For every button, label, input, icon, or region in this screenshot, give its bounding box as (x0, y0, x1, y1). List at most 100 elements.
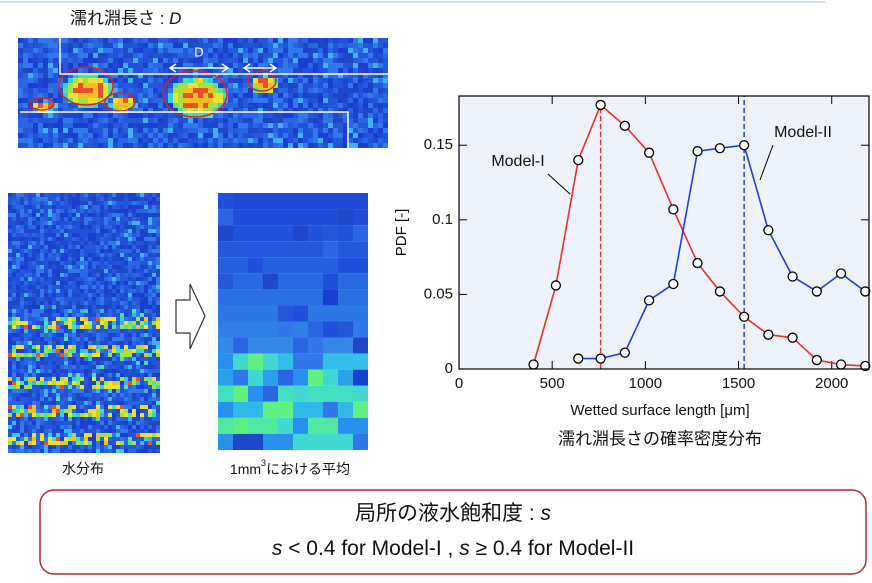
pixel (73, 78, 78, 83)
pixel (116, 317, 120, 321)
pixel (16, 325, 20, 329)
pixel (153, 93, 158, 98)
point (788, 333, 797, 342)
pixel (12, 349, 16, 353)
pixel (178, 43, 183, 48)
pixel (198, 133, 203, 138)
pixel (144, 221, 148, 225)
pixel (278, 48, 283, 53)
pixel (108, 277, 112, 281)
pixel (68, 449, 72, 453)
pixel (60, 349, 64, 353)
pixel (40, 313, 44, 317)
point (574, 354, 583, 363)
pixel (308, 83, 313, 88)
pixel (68, 257, 72, 261)
pixel (153, 53, 158, 58)
pixel (92, 381, 96, 385)
pixel (148, 321, 152, 325)
pixel (128, 285, 132, 289)
pixel (373, 128, 378, 133)
cell (218, 354, 233, 370)
pixel (72, 281, 76, 285)
x-tick-label: 1500 (722, 375, 755, 392)
pixel (156, 413, 160, 417)
pixel (132, 405, 136, 409)
pixel (108, 353, 112, 357)
pixel (293, 113, 298, 118)
pixel (32, 341, 36, 345)
pixel (140, 337, 144, 341)
average-image (218, 193, 368, 450)
pixel (128, 293, 132, 297)
pixel (44, 329, 48, 333)
pixel (253, 38, 258, 43)
pixel (253, 43, 258, 48)
cell (353, 289, 368, 305)
pixel (40, 225, 44, 229)
pixel (48, 345, 52, 349)
pixel (60, 389, 64, 393)
pixel (124, 293, 128, 297)
pixel (223, 123, 228, 128)
pixel (124, 221, 128, 225)
pixel (136, 445, 140, 449)
pixel (113, 118, 118, 123)
pixel (124, 421, 128, 425)
pixel (76, 241, 80, 245)
pixel (32, 421, 36, 425)
pixel (132, 313, 136, 317)
pixel (24, 429, 28, 433)
pixel (68, 241, 72, 245)
pixel (100, 377, 104, 381)
pixel (156, 445, 160, 449)
pixel (383, 58, 388, 63)
pixel (298, 38, 303, 43)
pixel (84, 425, 88, 429)
pixel (298, 138, 303, 143)
pixel (60, 265, 64, 269)
pixel (136, 269, 140, 273)
pixel (233, 123, 238, 128)
note-symbol: s (272, 537, 283, 560)
pixel (28, 83, 33, 88)
pixel (32, 377, 36, 381)
pixel (40, 233, 44, 237)
pixel (20, 197, 24, 201)
pixel (108, 265, 112, 269)
pixel (40, 393, 44, 397)
pixel (68, 385, 72, 389)
pixel (68, 88, 73, 93)
pixel (118, 68, 123, 73)
pixel (56, 337, 60, 341)
pixel (152, 421, 156, 425)
pixel (278, 123, 283, 128)
pixel (84, 393, 88, 397)
pixel (28, 377, 32, 381)
pixel (56, 357, 60, 361)
pixel (133, 83, 138, 88)
pixel (40, 429, 44, 433)
pixel (144, 325, 148, 329)
pixel (38, 143, 43, 148)
pixel (116, 345, 120, 349)
pixel (113, 123, 118, 128)
pixel (36, 401, 40, 405)
pixel (60, 437, 64, 441)
pixel (116, 381, 120, 385)
pixel (120, 209, 124, 213)
pixel (238, 53, 243, 58)
pixel (76, 373, 80, 377)
pixel (100, 405, 104, 409)
pixel (80, 417, 84, 421)
pixel (338, 123, 343, 128)
cell (338, 434, 353, 450)
pixel (168, 58, 173, 63)
pixel (12, 217, 16, 221)
pixel (23, 68, 28, 73)
pixel (88, 78, 93, 83)
pixel (60, 229, 64, 233)
pixel (73, 93, 78, 98)
pixel (80, 269, 84, 273)
pixel (133, 53, 138, 58)
